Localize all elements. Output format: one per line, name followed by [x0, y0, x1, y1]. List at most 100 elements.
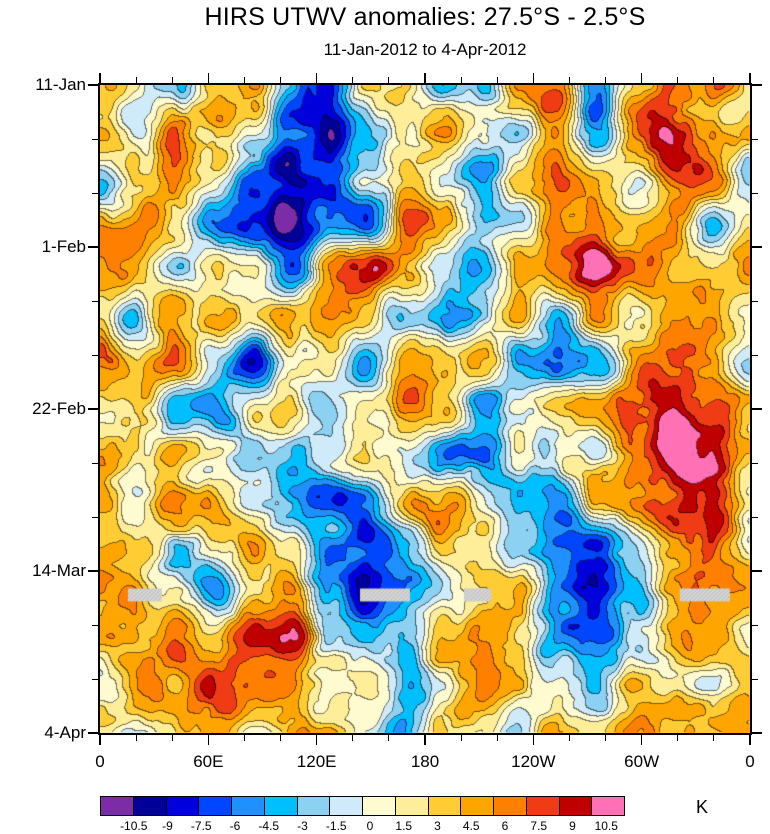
x-axis-minor-tick	[568, 735, 570, 741]
colorbar-tick-label: -1.5	[325, 819, 347, 833]
colorbar-segment	[394, 796, 429, 816]
x-axis-minor-tick	[677, 735, 679, 741]
x-axis-major-tick	[532, 73, 535, 83]
colorbar-segment	[231, 796, 265, 816]
y-axis-minor-tick	[92, 678, 98, 680]
x-axis-major-tick	[99, 735, 101, 745]
colorbar-segment	[558, 796, 593, 816]
x-axis-tick-label: 60E	[193, 752, 224, 771]
x-axis-minor-tick	[171, 77, 173, 83]
colorbar-tick-label: 9	[569, 819, 576, 833]
y-axis-minor-tick	[92, 354, 98, 356]
colorbar-segment	[100, 796, 134, 816]
colorbar-tick-label: 1.5	[395, 819, 413, 833]
y-axis-minor-tick	[92, 192, 98, 194]
colorbar	[100, 796, 625, 816]
colorbar-segment	[591, 796, 625, 816]
x-axis-minor-tick	[280, 77, 282, 83]
x-axis-major-tick	[749, 73, 751, 83]
colorbar-tick-label: 3	[434, 819, 441, 833]
x-axis-minor-tick	[460, 735, 462, 741]
x-axis-minor-tick	[388, 735, 390, 741]
colorbar-segment	[165, 796, 200, 816]
y-axis-minor-tick	[752, 192, 758, 194]
x-axis-minor-tick	[243, 735, 245, 741]
y-axis-tick-label: 4-Apr	[44, 723, 86, 742]
colorbar-tick-label: -6	[229, 819, 241, 833]
x-axis-minor-tick	[460, 77, 462, 83]
x-axis-minor-tick	[713, 735, 715, 741]
x-axis-major-tick	[424, 73, 426, 83]
colorbar-tick-label: 10.5	[594, 819, 618, 833]
x-axis-minor-tick	[496, 77, 498, 83]
y-axis-minor-tick	[752, 138, 758, 140]
chart-title: HIRS UTWV anomalies: 27.5°S - 2.5°S	[204, 3, 646, 31]
colorbar-segment	[493, 796, 527, 816]
x-axis-minor-tick	[171, 735, 173, 741]
colorbar-segment	[362, 796, 396, 816]
x-axis-minor-tick	[605, 77, 607, 83]
colorbar-tick-label: -7.5	[190, 819, 212, 833]
y-axis-minor-tick	[92, 624, 98, 626]
x-axis-major-tick	[424, 735, 426, 745]
y-axis-major-tick	[88, 408, 98, 410]
y-axis-tick-label: 11-Jan	[35, 75, 86, 94]
y-axis-major-tick	[752, 84, 762, 86]
y-axis-major-tick	[752, 732, 762, 734]
y-axis-minor-tick	[92, 516, 98, 518]
y-axis-major-tick	[752, 570, 762, 572]
x-axis-major-tick	[532, 735, 535, 745]
x-axis-minor-tick	[352, 77, 354, 83]
colorbar-segment	[329, 796, 363, 816]
colorbar-tick-label: 6	[501, 819, 509, 833]
x-axis-minor-tick	[135, 735, 137, 741]
x-axis-minor-tick	[568, 77, 570, 83]
y-axis-minor-tick	[92, 300, 98, 302]
colorbar-segment	[198, 796, 232, 816]
colorbar-tick-label: 4.5	[462, 819, 480, 833]
x-axis-minor-tick	[243, 77, 245, 83]
y-axis-minor-tick	[752, 678, 758, 680]
colorbar-tick-label: 7.5	[530, 819, 548, 833]
y-axis-major-tick	[88, 246, 98, 248]
chart-subtitle: 11-Jan-2012 to 4-Apr-2012	[323, 40, 527, 59]
x-axis-tick-label: 180	[410, 752, 440, 771]
colorbar-tick-label: -10.5	[120, 819, 148, 833]
y-axis-major-tick	[88, 570, 98, 572]
y-axis-tick-label: 1-Feb	[41, 237, 86, 256]
x-axis-tick-label: 60W	[624, 752, 660, 771]
x-axis-minor-tick	[677, 77, 679, 83]
plot-area	[98, 83, 752, 735]
y-axis-minor-tick	[752, 300, 758, 302]
colorbar-units-label: K	[695, 797, 708, 817]
colorbar-segment	[525, 796, 560, 816]
colorbar-segment	[263, 796, 298, 816]
x-axis-tick-label: 0	[95, 752, 105, 771]
y-axis-minor-tick	[752, 462, 758, 464]
x-axis-minor-tick	[135, 77, 137, 83]
y-axis-minor-tick	[92, 462, 98, 464]
y-axis-minor-tick	[752, 354, 758, 356]
x-axis-major-tick	[207, 735, 210, 745]
x-axis-minor-tick	[713, 77, 715, 83]
x-axis-tick-label: 0	[745, 752, 755, 771]
x-axis-minor-tick	[496, 735, 498, 741]
colorbar-segment	[460, 796, 494, 816]
x-axis-minor-tick	[605, 735, 607, 741]
colorbar-segment	[132, 796, 167, 816]
x-axis-major-tick	[640, 73, 643, 83]
y-axis-major-tick	[88, 84, 98, 86]
y-axis-minor-tick	[752, 624, 758, 626]
colorbar-tick-label: -4.5	[258, 819, 280, 833]
x-axis-major-tick	[99, 73, 101, 83]
x-axis-tick-label: 120W	[511, 752, 556, 771]
x-axis-minor-tick	[352, 735, 354, 741]
y-axis-major-tick	[752, 246, 762, 248]
y-axis-tick-label: 22-Feb	[32, 399, 86, 418]
anomaly-heatmap-canvas	[100, 85, 750, 733]
colorbar-tick-label: -9	[162, 819, 173, 833]
y-axis-major-tick	[752, 408, 762, 410]
x-axis-major-tick	[640, 735, 643, 745]
y-axis-major-tick	[88, 732, 98, 734]
